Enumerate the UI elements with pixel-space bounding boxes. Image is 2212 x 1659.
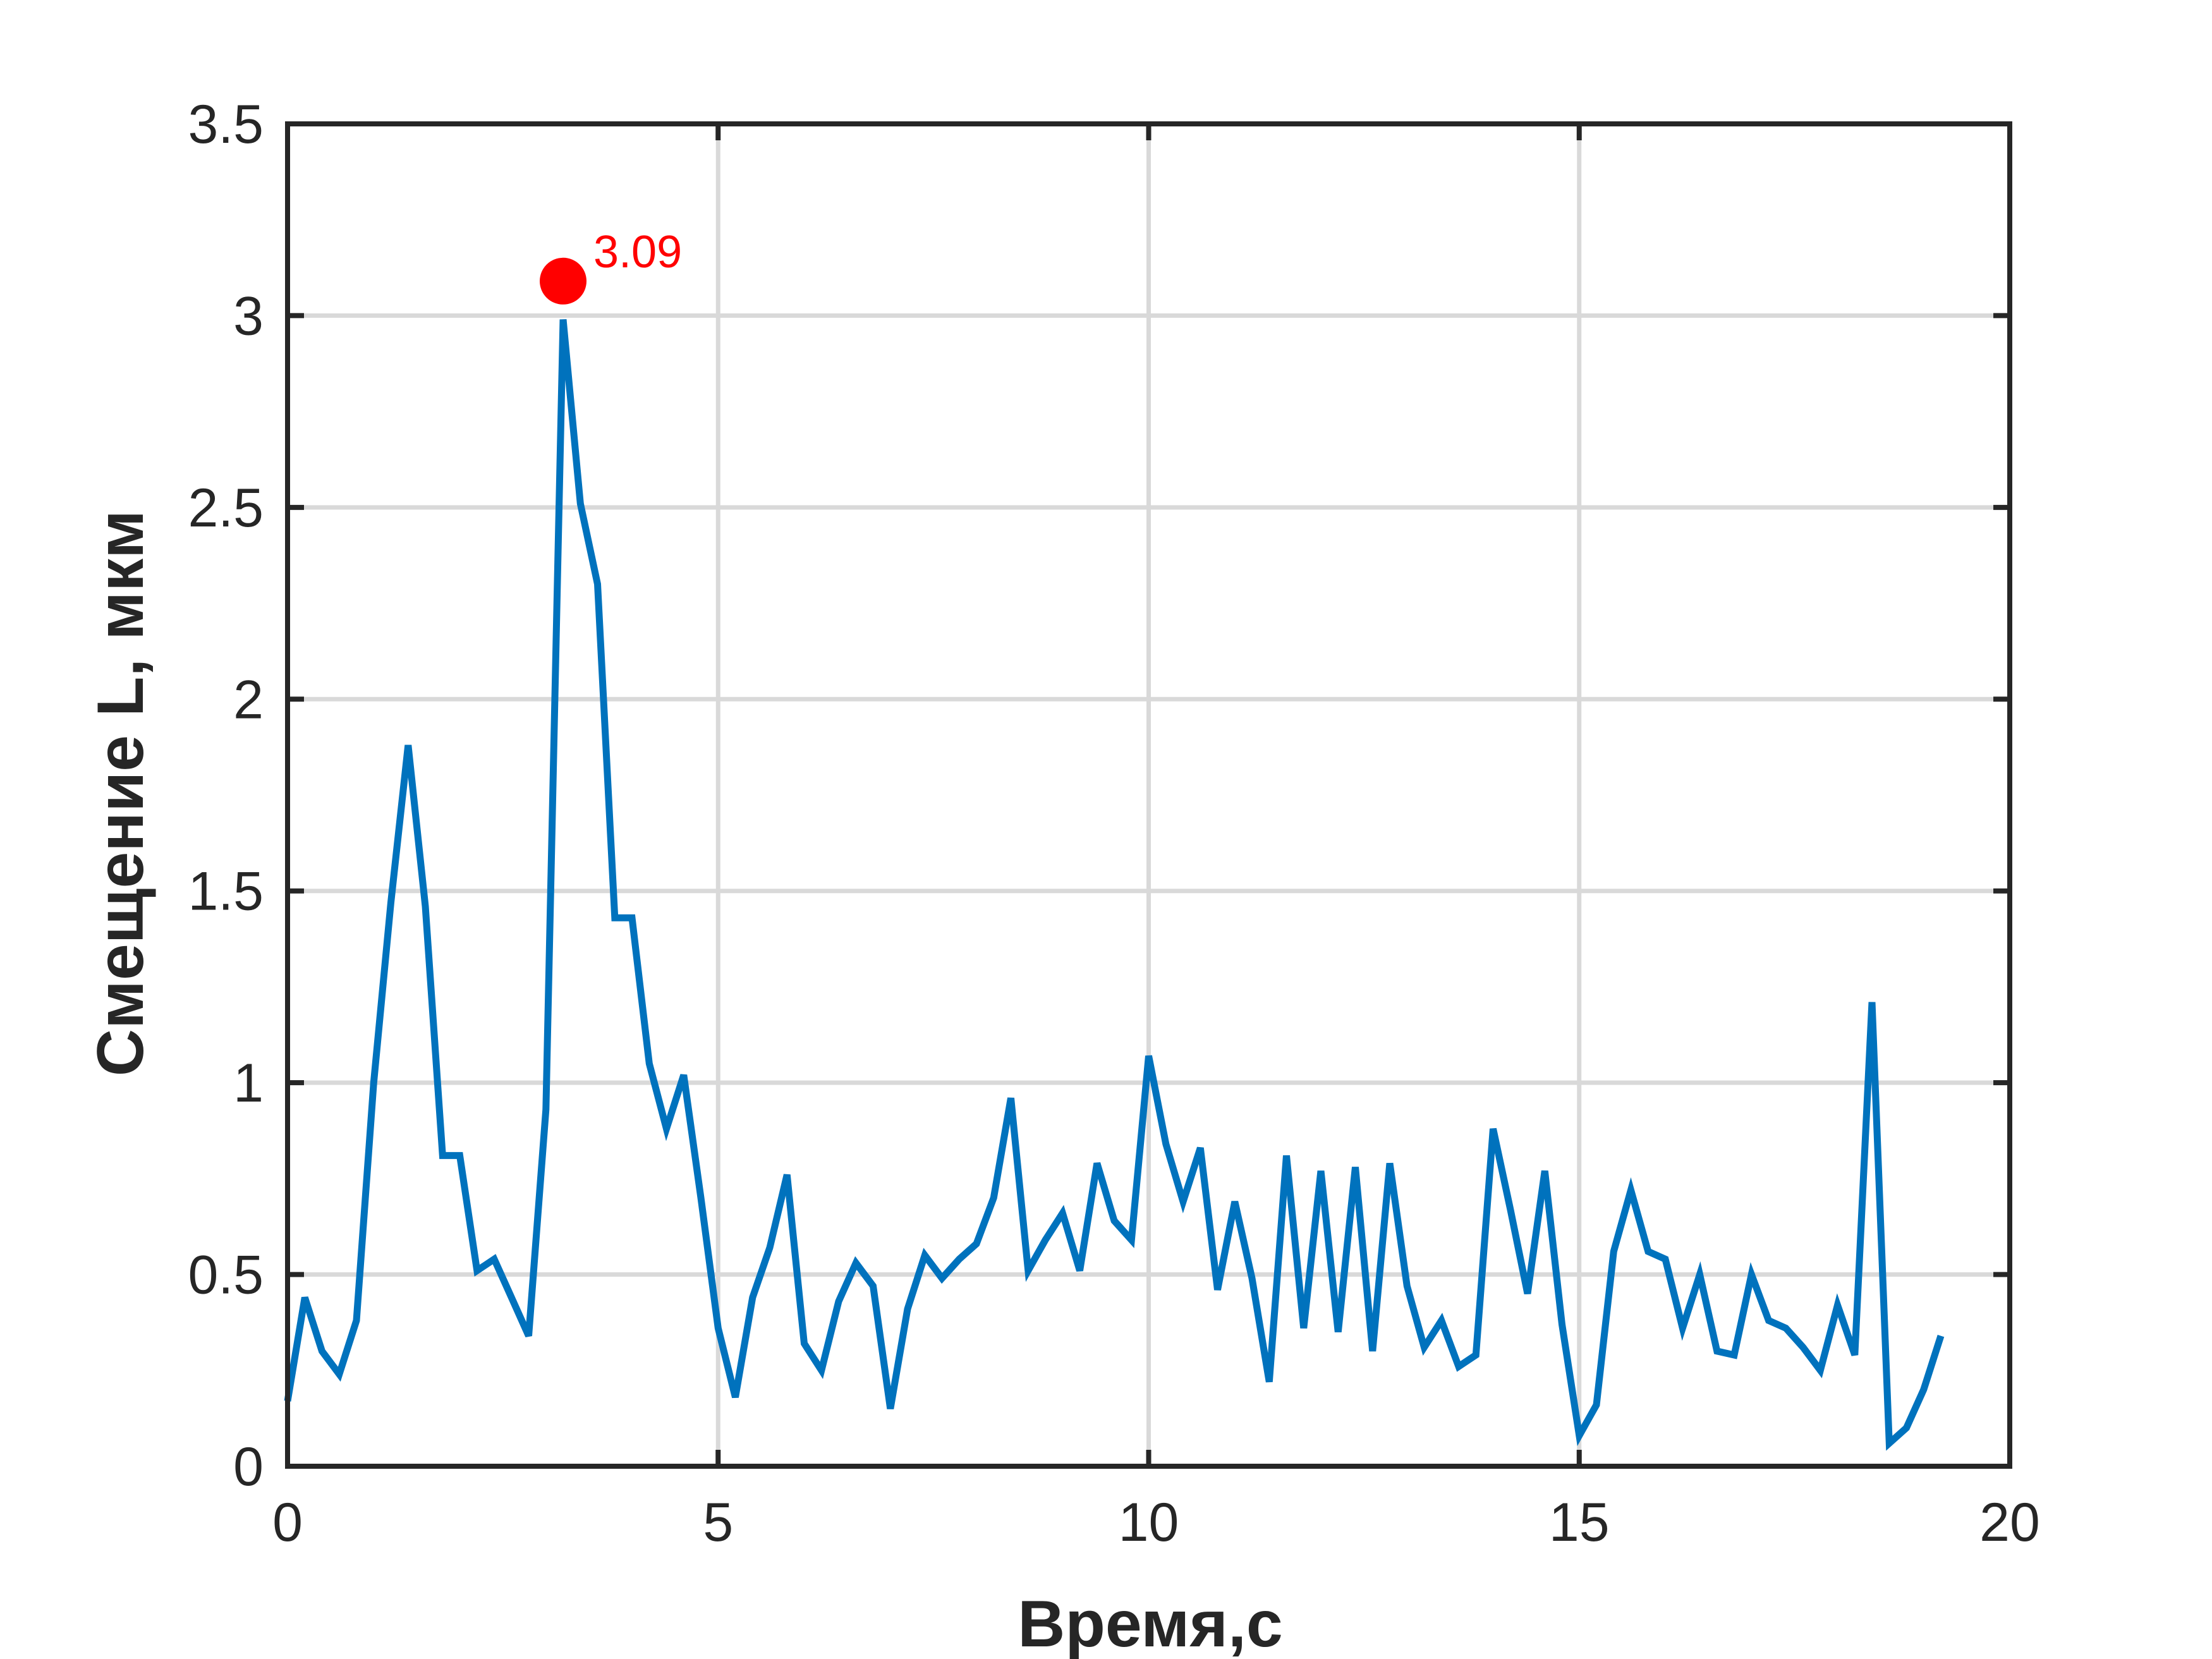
x-tick-label: 0 (272, 1492, 303, 1553)
y-tick-label: 3 (233, 286, 264, 346)
y-tick-label: 1.5 (188, 861, 264, 922)
y-tick-label: 0.5 (188, 1245, 264, 1306)
x-tick-label: 15 (1549, 1492, 1610, 1553)
peak-marker (540, 258, 586, 305)
x-tick-labels: 0 5 10 15 20 (272, 1492, 2040, 1553)
y-tick-label: 3.5 (188, 94, 264, 155)
y-tick-label: 0 (233, 1437, 264, 1497)
x-axis-label: Время,с (1018, 1588, 1282, 1659)
x-tick-label: 5 (703, 1492, 733, 1553)
y-tick-label: 2.5 (188, 478, 264, 538)
y-axis-label: Смещение L, мкм (84, 510, 157, 1076)
x-tick-label: 10 (1119, 1492, 1179, 1553)
peak-annotation: 3.09 (593, 227, 682, 277)
y-tick-label: 1 (233, 1053, 264, 1114)
y-tick-label: 2 (233, 669, 264, 730)
y-tick-labels: 0 0.5 1 1.5 2 2.5 3 3.5 (188, 94, 264, 1497)
x-tick-label: 20 (1979, 1492, 2040, 1553)
